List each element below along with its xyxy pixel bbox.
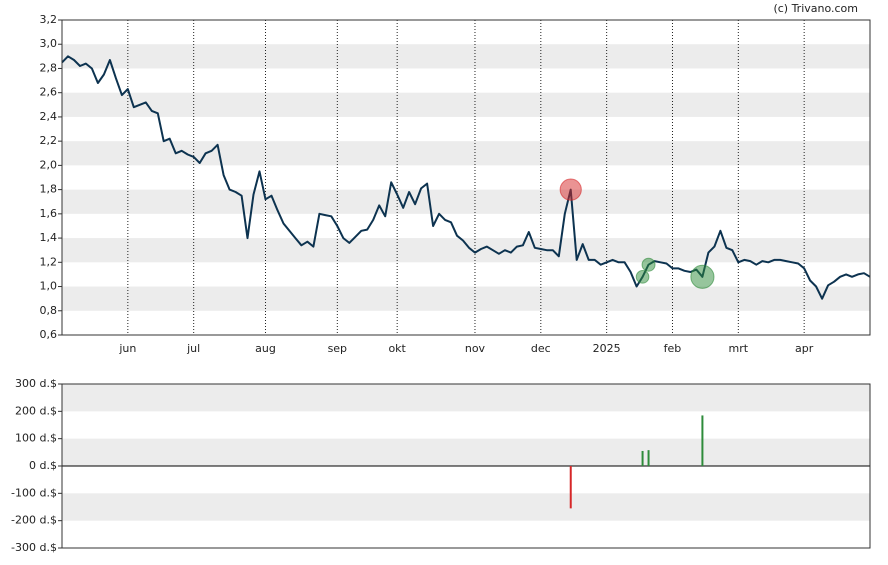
y-tick-label: 1,6 <box>40 207 58 220</box>
grid-band <box>62 384 870 412</box>
plot-frame <box>61 19 871 336</box>
x-tick-label: jul <box>186 342 200 355</box>
x-tick-label: nov <box>465 342 486 355</box>
grid-band <box>62 44 870 69</box>
grid-band <box>62 438 870 466</box>
plot-frame <box>61 383 871 549</box>
y-tick-label: 3,2 <box>40 13 58 26</box>
y-tick-label: 2,8 <box>40 61 58 74</box>
trade-marker <box>690 264 715 289</box>
source: (c) Trivano.com <box>773 2 858 15</box>
grid-band <box>62 92 870 117</box>
y-tick-label: 2,0 <box>40 158 58 171</box>
y-tick-label: 3,0 <box>40 37 58 50</box>
y-tick-label: 2,6 <box>40 86 58 99</box>
x-tick-label: apr <box>795 342 814 355</box>
trade-marker <box>559 178 582 201</box>
grid-band <box>62 238 870 263</box>
trade-marker <box>641 257 656 272</box>
y-tick-label: 0,8 <box>40 304 58 317</box>
y-tick-label: 1,0 <box>40 280 58 293</box>
grid-band <box>62 189 870 214</box>
y-tick-label: 100 d.$ <box>15 432 57 445</box>
x-tick-label: mrt <box>729 342 749 355</box>
grid-band <box>62 286 870 311</box>
y-tick-label: 1,4 <box>40 231 58 244</box>
y-tick-label: -300 d.$ <box>11 541 57 554</box>
x-tick-label: okt <box>388 342 406 355</box>
x-tick-label: jun <box>118 342 136 355</box>
y-tick-label: -100 d.$ <box>11 486 57 499</box>
x-tick-label: feb <box>664 342 682 355</box>
grid-band <box>62 493 870 521</box>
y-tick-label: -200 d.$ <box>11 514 57 527</box>
y-tick-label: 300 d.$ <box>15 377 57 390</box>
y-tick-label: 2,4 <box>40 110 58 123</box>
x-tick-label: sep <box>328 342 347 355</box>
y-tick-label: 0,6 <box>40 328 58 341</box>
y-tick-label: 0 d.$ <box>29 459 57 472</box>
trade-marker <box>635 270 650 284</box>
price-line <box>61 55 871 300</box>
x-tick-label: 2025 <box>593 342 621 355</box>
x-tick-label: dec <box>531 342 551 355</box>
y-tick-label: 1,8 <box>40 183 58 196</box>
y-tick-label: 2,2 <box>40 134 58 147</box>
y-tick-label: 200 d.$ <box>15 404 57 417</box>
grid-band <box>62 141 870 166</box>
x-tick-label: aug <box>255 342 276 355</box>
y-tick-label: 1,2 <box>40 255 58 268</box>
